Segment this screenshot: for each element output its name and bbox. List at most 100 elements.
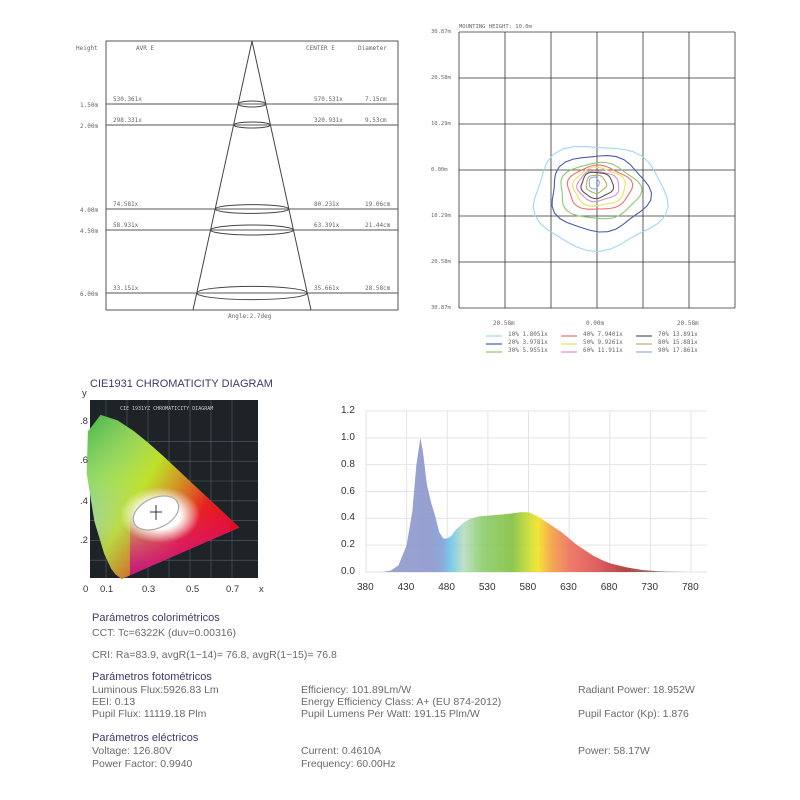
- spot-diameter: 19.06cm: [365, 201, 391, 208]
- legend-label: 50% 9.9261x: [583, 339, 623, 346]
- y-tick-label: 0.6: [341, 485, 355, 497]
- legend-label: 90% 17.861x: [658, 347, 698, 354]
- luminous-flux: Luminous Flux:5926.83 Lm: [92, 684, 219, 696]
- isolux-contour: [551, 155, 653, 233]
- cri-value: CRI: Ra=83.9, avgR(1~14)= 76.8, avgR(1~1…: [92, 649, 337, 661]
- cie-y-tick: .6: [80, 455, 88, 466]
- colorimetric-heading: Parámetros colorimétricos: [92, 612, 220, 624]
- beam-spot: [237, 100, 267, 108]
- beam-spot: [196, 285, 308, 301]
- y-axis-label: 10.29m: [431, 121, 451, 127]
- efficiency-class: Energy Efficiency Class: A+ (EU 874-2012…: [301, 696, 502, 708]
- x-tick-label: 780: [682, 582, 699, 593]
- isolux-contour: [532, 145, 669, 253]
- cie-y-tick: .2: [80, 535, 88, 546]
- legend-label: 40% 7.9401x: [583, 331, 623, 338]
- isolux-contour: [588, 176, 600, 190]
- y-tick-label: 0.8: [341, 458, 355, 470]
- center-illuminance: 570.531x: [314, 96, 343, 103]
- x-tick-label: 730: [641, 582, 659, 593]
- center-illuminance: 80.231x: [314, 201, 340, 208]
- beam-spot: [210, 224, 294, 236]
- diameter-header: Diameter: [358, 45, 387, 52]
- electrical-heading: Parámetros eléctricos: [92, 732, 199, 744]
- y-tick-label: 0.4: [341, 512, 355, 524]
- cie-x-tick: 0.3: [142, 584, 156, 595]
- radiant-power: Radiant Power: 18.952W: [578, 684, 695, 696]
- x-tick-label: 530: [478, 582, 496, 593]
- legend-label: 70% 13.891x: [658, 331, 698, 338]
- y-tick-label: 1.2: [341, 405, 355, 416]
- current: Current: 0.4610A: [301, 745, 381, 757]
- power: Power: 58.17W: [578, 745, 650, 757]
- spectrum-area: [366, 437, 691, 572]
- x-label-right: 20.58m: [677, 320, 699, 327]
- y-axis-label: 30.87m: [431, 305, 451, 311]
- height-label: 4.00m: [80, 207, 99, 214]
- cie-inner-title: CIE 1931YZ CHROMATICITY DIAGRAM: [120, 406, 214, 412]
- y-axis-label: 10.29m: [431, 213, 451, 219]
- cie-y-tick: .8: [80, 416, 88, 427]
- avg-header: AVR E: [136, 45, 155, 52]
- y-tick-label: 0.0: [341, 566, 355, 577]
- avg-illuminance: 530.361x: [113, 96, 142, 103]
- height-label: 2.00m: [80, 123, 99, 130]
- isolux-contour: [580, 171, 615, 200]
- avg-illuminance: 74.581x: [113, 201, 139, 208]
- center-illuminance: 35.661x: [314, 285, 340, 292]
- eei: EEI: 0.13: [92, 696, 136, 708]
- efficiency: Efficiency: 101.89Lm/W: [301, 684, 412, 696]
- avg-illuminance: 298.331x: [113, 117, 142, 124]
- x-tick-label: 580: [519, 582, 537, 593]
- voltage: Voltage: 126.80V: [92, 745, 172, 757]
- cie-y-tick: .4: [80, 496, 88, 507]
- mounting-height: MOUNTING HEIGHT: 10.0m: [459, 24, 532, 30]
- pupil-factor: Pupil Factor (Kp): 1.876: [578, 708, 689, 720]
- cie-x-tick: 0.7: [226, 584, 240, 595]
- cie-x-tick: 0.1: [100, 584, 114, 595]
- center-header: CENTER E: [306, 45, 335, 52]
- spot-diameter: 21.44cm: [365, 222, 391, 229]
- isolux-contour: [572, 166, 626, 207]
- legend-label: 80% 15.881x: [658, 339, 698, 346]
- x-label-left: 20.58m: [493, 320, 515, 327]
- avg-illuminance: 58.931x: [113, 222, 139, 229]
- photometric-heading: Parámetros fotométricos: [92, 671, 212, 683]
- cie-x-axis-label: x: [259, 584, 264, 595]
- y-axis-label: 20.58m: [431, 75, 451, 81]
- pupil-lumens-per-watt: Pupil Lumens Per Watt: 191.15 Plm/W: [301, 708, 480, 720]
- cie-x-tick: 0.5: [186, 584, 200, 595]
- y-axis-label: 0.00m: [431, 167, 448, 173]
- x-label-center: 0.00m: [586, 320, 605, 327]
- isolux-contour: [576, 170, 620, 203]
- spot-diameter: 28.58cm: [365, 285, 391, 292]
- legend-label: 10% 1.8051x: [508, 331, 548, 338]
- legend-label: 60% 11.911x: [583, 347, 623, 354]
- avg-illuminance: 33.151x: [113, 285, 139, 292]
- height-label: 6.00m: [80, 291, 99, 298]
- height-label: 1.50m: [80, 102, 99, 109]
- legend-label: 30% 5.9551x: [508, 347, 548, 354]
- x-tick-label: 380: [357, 582, 374, 593]
- y-tick-label: 0.2: [341, 539, 355, 551]
- isolux-contour: [560, 161, 643, 220]
- center-illuminance: 63.391x: [314, 222, 340, 229]
- x-tick-label: 630: [560, 582, 577, 593]
- y-axis-label: 20.58m: [431, 259, 451, 265]
- cie-title: CIE1931 CHROMATICITY DIAGRAM: [90, 378, 273, 390]
- cie-x-tick: 0: [83, 584, 89, 595]
- x-tick-label: 430: [397, 582, 415, 593]
- isolux-contour: [566, 164, 634, 210]
- spot-diameter: 9.53cm: [365, 117, 387, 124]
- beam-spot: [214, 204, 290, 214]
- cct-value: CCT: Tc=6322K (duv=0.00316): [92, 627, 236, 639]
- x-tick-label: 680: [600, 582, 618, 593]
- x-tick-label: 480: [438, 582, 455, 593]
- height-label: 4.50m: [80, 228, 99, 235]
- frequency: Frequency: 60.00Hz: [301, 758, 396, 770]
- legend-label: 20% 3.9781x: [508, 339, 548, 346]
- y-axis-label: 30.87m: [431, 29, 451, 35]
- pupil-flux: Pupil Flux: 11119.18 Plm: [92, 708, 207, 720]
- beam-angle: Angle:2.7deg: [228, 313, 272, 320]
- beam-spot: [233, 121, 271, 129]
